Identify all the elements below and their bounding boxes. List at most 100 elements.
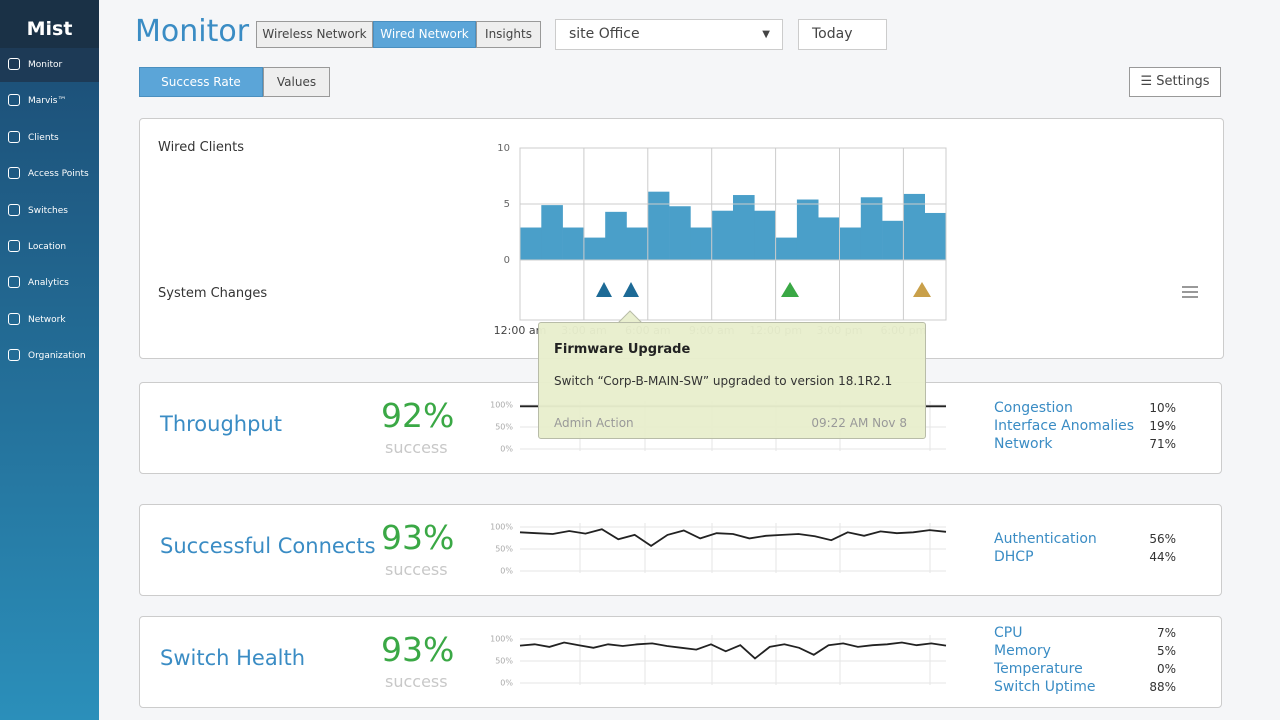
tab[interactable]: Wireless Network bbox=[256, 21, 373, 48]
nav-icon bbox=[8, 94, 20, 107]
nav-label: Location bbox=[28, 242, 67, 252]
bar bbox=[860, 197, 883, 260]
factor-name[interactable]: CPU bbox=[994, 625, 1023, 641]
nav-item[interactable]: Analytics bbox=[0, 266, 99, 300]
factor-value: 71% bbox=[1149, 437, 1176, 451]
card-caption: success bbox=[385, 672, 448, 691]
bar bbox=[562, 227, 585, 260]
change-marker[interactable] bbox=[913, 282, 931, 297]
sparkline bbox=[519, 528, 947, 547]
nav-item[interactable]: Clients bbox=[0, 121, 99, 155]
bar bbox=[583, 237, 606, 260]
y-tick-label: 100% bbox=[490, 401, 513, 410]
factor-value: 0% bbox=[1156, 662, 1176, 676]
metric-card[interactable] bbox=[139, 504, 1222, 596]
nav-item[interactable]: Access Points bbox=[0, 157, 99, 191]
card-title: Switch Health bbox=[160, 646, 306, 670]
nav-label: Access Points bbox=[28, 169, 89, 180]
panel-label: System Changes bbox=[158, 286, 268, 301]
bar bbox=[882, 220, 904, 260]
y-tick-label: 50% bbox=[495, 423, 513, 432]
change-marker[interactable] bbox=[781, 282, 799, 297]
page-title: Monitor bbox=[135, 14, 250, 49]
bar bbox=[796, 199, 819, 260]
filter-icon[interactable] bbox=[1182, 286, 1198, 298]
card-title: Successful Connects bbox=[160, 534, 376, 558]
nav-item[interactable]: Organization bbox=[0, 339, 99, 373]
factor-value: 56% bbox=[1149, 532, 1176, 546]
mode-toggle[interactable]: Success Rate bbox=[139, 67, 263, 97]
nav-icon bbox=[8, 349, 20, 362]
nav-label: Analytics bbox=[28, 278, 69, 289]
nav-item[interactable]: Monitor bbox=[0, 48, 99, 82]
factor-name[interactable]: Switch Uptime bbox=[994, 679, 1096, 695]
caret: ▼ bbox=[762, 29, 770, 40]
nav-item[interactable]: Switches bbox=[0, 194, 99, 228]
bar bbox=[903, 193, 925, 260]
bar bbox=[690, 227, 712, 260]
factor-name[interactable]: Congestion bbox=[994, 400, 1073, 416]
settings-label: Settings bbox=[1156, 74, 1210, 89]
bar bbox=[541, 205, 563, 260]
y-tick-label: 100% bbox=[490, 635, 513, 644]
site-dropdown[interactable]: site Office ▼ bbox=[555, 19, 783, 50]
tooltip-text: Switch “Corp-B-MAIN-SW” upgraded to vers… bbox=[554, 374, 893, 388]
tooltip-source: Admin Action bbox=[554, 416, 634, 430]
nav-icon bbox=[8, 58, 20, 70]
tooltip-title: Firmware Upgrade bbox=[554, 342, 691, 357]
sparkline bbox=[519, 641, 947, 660]
tab[interactable]: Wired Network bbox=[373, 21, 476, 48]
sparkline-chart: 100% 50% 0% bbox=[490, 635, 947, 688]
factor-name[interactable]: Interface Anomalies bbox=[994, 418, 1135, 434]
site-label: site Office bbox=[569, 26, 640, 42]
factor-value: 7% bbox=[1156, 626, 1176, 640]
nav-label: Network bbox=[28, 314, 66, 325]
nav-item[interactable]: Marvis™ bbox=[0, 84, 99, 118]
factor-name[interactable]: Authentication bbox=[994, 531, 1097, 547]
nav-item[interactable]: Network bbox=[0, 303, 99, 337]
nav-label: Organization bbox=[28, 351, 86, 362]
bar bbox=[605, 211, 627, 260]
card-value: 93% bbox=[381, 518, 455, 557]
bar bbox=[775, 237, 798, 260]
date-picker[interactable]: Today bbox=[798, 19, 887, 50]
factor-name[interactable]: Temperature bbox=[994, 661, 1083, 677]
card-caption: success bbox=[385, 438, 448, 457]
bar bbox=[839, 227, 862, 260]
bar bbox=[520, 227, 542, 260]
factor-name[interactable]: Memory bbox=[994, 643, 1051, 659]
nav-icon bbox=[8, 203, 20, 216]
bar bbox=[754, 210, 776, 260]
sidebar: Mist Monitor Marvis™ Clients Access Points S… bbox=[0, 0, 99, 720]
panel-label: Wired Clients bbox=[158, 140, 245, 155]
y-tick-label: 0% bbox=[500, 567, 513, 576]
nav-label: Marvis™ bbox=[28, 96, 67, 107]
nav-label: Monitor bbox=[28, 60, 63, 70]
y-tick-label: 50% bbox=[495, 657, 513, 666]
change-marker[interactable] bbox=[596, 282, 612, 297]
nav-item[interactable]: Location bbox=[0, 230, 99, 264]
bar bbox=[733, 195, 755, 260]
bar bbox=[647, 191, 670, 260]
metric-card[interactable] bbox=[139, 616, 1222, 708]
nav-icon bbox=[8, 240, 20, 252]
mode-toggle[interactable]: Values bbox=[263, 67, 330, 97]
card-title: Throughput bbox=[160, 412, 282, 436]
bar bbox=[626, 227, 649, 260]
settings-button[interactable]: ☰ Settings bbox=[1129, 67, 1221, 97]
sparkline-chart: 100% 50% 0% bbox=[490, 523, 947, 576]
factor-name[interactable]: Network bbox=[994, 436, 1053, 452]
bar bbox=[818, 217, 840, 260]
logo[interactable]: Mist bbox=[0, 0, 99, 48]
y-tick-label: 50% bbox=[495, 545, 513, 554]
tab[interactable]: Insights bbox=[476, 21, 541, 48]
change-marker[interactable] bbox=[623, 282, 639, 297]
factor-name[interactable]: DHCP bbox=[994, 549, 1034, 565]
bar bbox=[924, 212, 947, 260]
card-value: 92% bbox=[381, 396, 455, 435]
y-tick-label: 5 bbox=[504, 199, 510, 210]
tooltip-time: 09:22 AM Nov 8 bbox=[811, 416, 907, 430]
nav-label: Clients bbox=[28, 132, 59, 143]
